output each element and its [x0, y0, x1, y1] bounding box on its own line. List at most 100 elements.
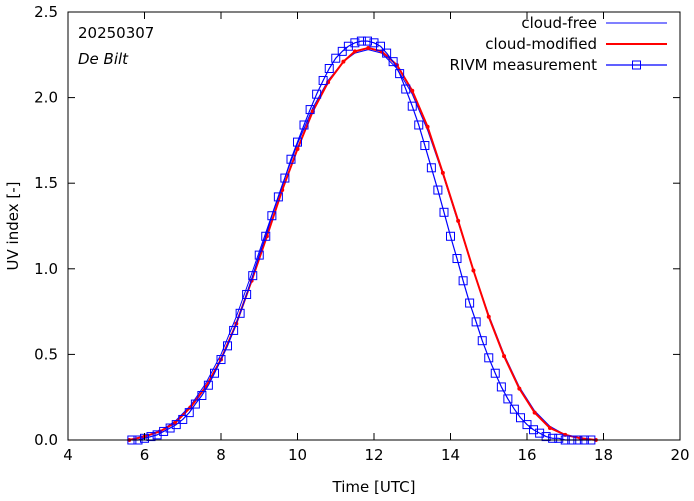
- annotation-station: De Bilt: [78, 50, 129, 68]
- rivm-point: [529, 425, 539, 435]
- x-tick-label: 12: [364, 446, 383, 464]
- rivm-point: [305, 105, 315, 115]
- x-tick-label: 10: [288, 446, 307, 464]
- rivm-point: [414, 120, 424, 130]
- rivm-point: [152, 430, 162, 440]
- rivm-point: [376, 41, 386, 51]
- rivm-point: [388, 57, 398, 67]
- rivm-point: [171, 420, 181, 430]
- rivm-point: [452, 254, 462, 264]
- cloud-modified-point: [532, 410, 537, 415]
- rivm-point: [458, 276, 468, 286]
- rivm-point: [522, 420, 532, 430]
- rivm-point: [465, 298, 475, 308]
- rivm-point: [312, 89, 322, 99]
- rivm-point: [515, 413, 525, 423]
- cloud-modified-point: [440, 170, 445, 175]
- x-tick-label: 8: [216, 446, 226, 464]
- rivm-point: [356, 36, 366, 46]
- rivm-point: [146, 432, 156, 442]
- rivm-point: [382, 48, 392, 58]
- y-tick-label: 2.0: [34, 89, 58, 107]
- rivm-point: [369, 38, 379, 48]
- x-tick-label: 6: [140, 446, 150, 464]
- rivm-point: [490, 368, 500, 378]
- rivm-point: [267, 211, 277, 221]
- cloud-modified-point: [295, 146, 300, 151]
- rivm-point: [350, 38, 360, 48]
- rivm-point: [273, 192, 283, 202]
- cloud-modified-point: [547, 426, 552, 431]
- series-line-cloud-modified: [128, 46, 596, 441]
- rivm-point: [484, 353, 494, 363]
- x-tick-label: 18: [594, 446, 613, 464]
- x-axis-label: Time [UTC]: [332, 478, 416, 496]
- rivm-point: [299, 120, 309, 130]
- rivm-point: [209, 368, 219, 378]
- cloud-modified-point: [517, 386, 522, 391]
- cloud-modified-point: [425, 124, 430, 129]
- legend-label-cloud-modified: cloud-modified: [485, 35, 597, 53]
- rivm-point: [235, 308, 245, 318]
- rivm-point: [446, 231, 455, 241]
- rivm-point: [178, 414, 188, 424]
- rivm-point: [554, 433, 564, 443]
- y-tick-label: 0.5: [34, 345, 58, 363]
- rivm-point: [395, 69, 405, 79]
- rivm-point: [248, 271, 258, 281]
- rivm-point: [496, 382, 506, 392]
- cloud-modified-point: [341, 59, 346, 64]
- rivm-point: [471, 317, 481, 327]
- rivm-point: [216, 355, 226, 365]
- cloud-modified-point: [486, 314, 491, 319]
- rivm-point: [229, 325, 239, 335]
- annotation-date: 20250307: [78, 24, 154, 42]
- rivm-point: [197, 390, 207, 400]
- rivm-point: [535, 428, 545, 438]
- ticks-layer: 4 6 8 10 12 14 16 18 20 0.0 0.5 1.0 1.5 2.0 2.5: [34, 3, 689, 464]
- rivm-point: [401, 84, 411, 94]
- rivm-point: [159, 426, 169, 436]
- plot-frame: [67, 11, 681, 441]
- series-line-rivm-measurement: [131, 40, 591, 441]
- legend-label-rivm: RIVM measurement: [450, 56, 598, 74]
- rivm-point: [261, 231, 271, 241]
- rivm-point: [343, 41, 353, 51]
- rivm-point: [280, 173, 290, 183]
- cloud-modified-point: [352, 49, 357, 54]
- x-tick-label: 16: [517, 446, 536, 464]
- cloud-modified-point: [366, 45, 371, 50]
- rivm-point: [509, 404, 519, 414]
- rivm-point: [362, 36, 372, 46]
- rivm-point: [203, 380, 213, 390]
- x-tick-label: 14: [441, 446, 460, 464]
- rivm-point: [190, 399, 200, 409]
- rivm-point: [433, 185, 443, 195]
- rivm-point: [337, 46, 347, 56]
- rivm-point: [286, 154, 296, 164]
- rivm-point: [184, 408, 194, 418]
- x-tick-label: 4: [63, 446, 73, 464]
- y-axis-label: UV index [-]: [4, 182, 22, 271]
- rivm-point: [318, 75, 328, 85]
- cloud-modified-point: [456, 218, 461, 223]
- rivm-point: [324, 63, 334, 73]
- rivm-point: [165, 423, 175, 433]
- y-tick-label: 2.5: [34, 3, 58, 21]
- rivm-point: [420, 141, 430, 151]
- rivm-point: [254, 250, 264, 260]
- x-tick-label: 20: [670, 446, 689, 464]
- rivm-point: [503, 394, 513, 404]
- cloud-modified-point: [502, 354, 507, 359]
- rivm-point: [477, 336, 487, 346]
- legend: cloud-free cloud-modified RIVM measureme…: [450, 14, 667, 74]
- rivm-point: [426, 163, 436, 173]
- rivm-point: [548, 433, 558, 443]
- rivm-point: [331, 53, 341, 63]
- y-tick-label: 0.0: [34, 431, 58, 449]
- cloud-modified-point: [410, 88, 415, 93]
- rivm-point: [223, 341, 233, 351]
- rivm-point: [439, 207, 449, 217]
